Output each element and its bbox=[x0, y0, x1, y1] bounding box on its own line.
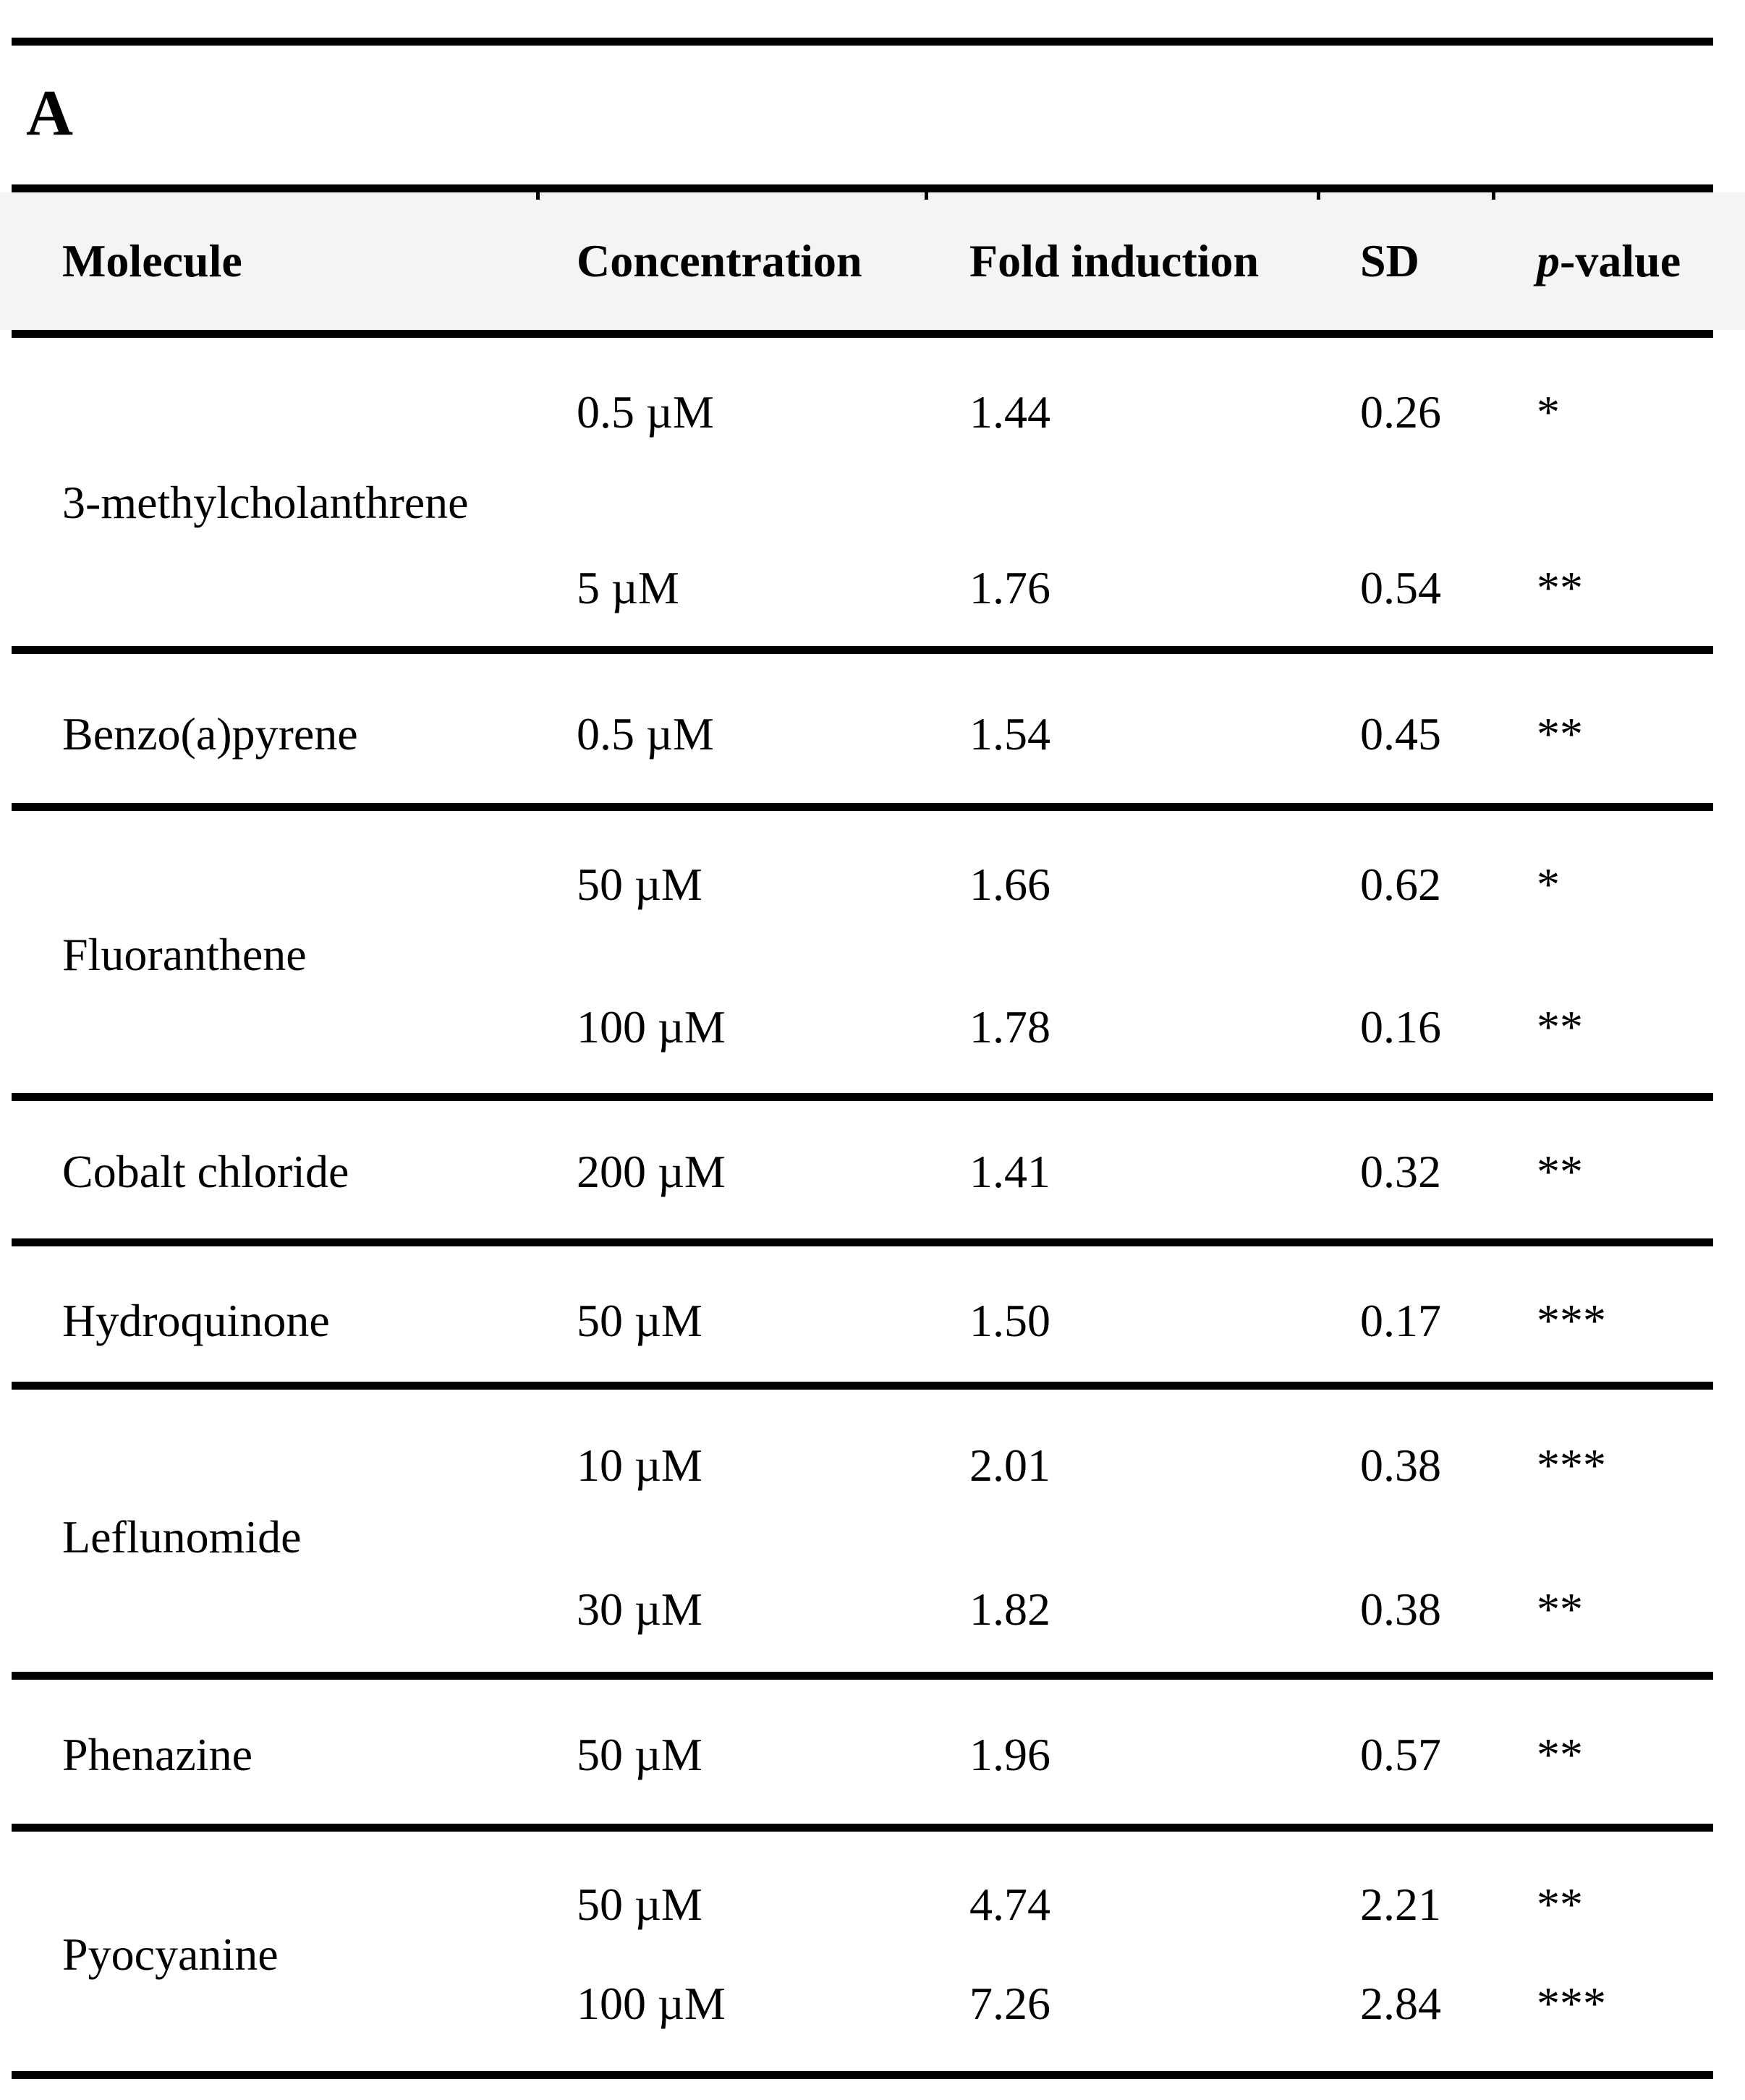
table-group: Leflunomide 10 µM 2.01 0.38 *** 30 µM 1.… bbox=[0, 1390, 1745, 1672]
concentration-cell: 0.5 µM bbox=[577, 708, 714, 760]
sd-cell: 0.62 bbox=[1360, 859, 1441, 910]
molecule-name: Pyocyanine bbox=[62, 1929, 279, 1980]
column-header-p-value: p-value bbox=[1537, 238, 1681, 284]
sd-cell: 0.16 bbox=[1360, 1001, 1441, 1053]
column-divider-tick bbox=[1317, 192, 1320, 200]
table-header-row: Molecule Concentration Fold induction SD… bbox=[0, 192, 1745, 330]
sd-cell: 0.45 bbox=[1360, 708, 1441, 760]
sd-cell: 0.17 bbox=[1360, 1295, 1441, 1346]
table-group: Fluoranthene 50 µM 1.66 0.62 * 100 µM 1.… bbox=[0, 812, 1745, 1093]
p-value-cell: ** bbox=[1537, 1729, 1583, 1780]
p-value-cell: *** bbox=[1537, 1440, 1606, 1491]
group-separator-rule bbox=[12, 1672, 1713, 1680]
fold-induction-cell: 1.76 bbox=[969, 562, 1050, 613]
p-value-cell: *** bbox=[1537, 1978, 1606, 2029]
fold-induction-cell: 2.01 bbox=[969, 1440, 1050, 1491]
sd-cell: 2.21 bbox=[1360, 1879, 1441, 1930]
table-group: Benzo(a)pyrene 0.5 µM 1.54 0.45 ** bbox=[0, 654, 1745, 803]
molecule-name: 3-methylcholanthrene bbox=[62, 477, 469, 528]
p-value-cell: * bbox=[1537, 386, 1560, 438]
fold-induction-cell: 4.74 bbox=[969, 1879, 1050, 1930]
p-value-cell: ** bbox=[1537, 1583, 1583, 1635]
fold-induction-cell: 1.44 bbox=[969, 386, 1050, 438]
sd-cell: 0.54 bbox=[1360, 562, 1441, 613]
p-value-cell: ** bbox=[1537, 1146, 1583, 1197]
column-header-fold-induction: Fold induction bbox=[969, 235, 1260, 286]
p-value-header-p: p bbox=[1537, 235, 1560, 286]
column-divider-tick bbox=[536, 192, 540, 200]
table-group: Phenazine 50 µM 1.96 0.57 ** bbox=[0, 1680, 1745, 1824]
fold-induction-cell: 1.66 bbox=[969, 859, 1050, 910]
fold-induction-cell: 1.96 bbox=[969, 1729, 1050, 1780]
concentration-cell: 100 µM bbox=[577, 1001, 726, 1053]
sd-cell: 0.26 bbox=[1360, 386, 1441, 438]
group-separator-rule bbox=[12, 1824, 1713, 1832]
sd-cell: 0.38 bbox=[1360, 1583, 1441, 1635]
group-separator-rule bbox=[12, 803, 1713, 811]
molecule-name: Cobalt chloride bbox=[62, 1146, 349, 1197]
sd-cell: 0.38 bbox=[1360, 1440, 1441, 1491]
table-group: 3-methylcholanthrene 0.5 µM 1.44 0.26 * … bbox=[0, 338, 1745, 646]
p-value-cell: ** bbox=[1537, 562, 1583, 613]
header-top-rule bbox=[12, 184, 1713, 192]
header-bottom-rule bbox=[12, 330, 1713, 338]
p-value-cell: * bbox=[1537, 859, 1560, 910]
fold-induction-cell: 1.41 bbox=[969, 1146, 1050, 1197]
sd-cell: 0.57 bbox=[1360, 1729, 1441, 1780]
group-separator-rule bbox=[12, 1093, 1713, 1101]
sd-cell: 0.32 bbox=[1360, 1146, 1441, 1197]
concentration-cell: 30 µM bbox=[577, 1583, 702, 1635]
fold-induction-cell: 7.26 bbox=[969, 1978, 1050, 2029]
p-value-cell: *** bbox=[1537, 1295, 1606, 1346]
column-divider-tick bbox=[925, 192, 928, 200]
concentration-cell: 50 µM bbox=[577, 1879, 702, 1930]
molecule-name: Hydroquinone bbox=[62, 1295, 330, 1346]
molecule-name: Fluoranthene bbox=[62, 929, 307, 980]
panel-label: A bbox=[26, 77, 73, 149]
group-separator-rule bbox=[12, 1238, 1713, 1246]
fold-induction-cell: 1.78 bbox=[969, 1001, 1050, 1053]
concentration-cell: 100 µM bbox=[577, 1978, 726, 2029]
top-rule bbox=[12, 38, 1713, 46]
concentration-cell: 200 µM bbox=[577, 1146, 726, 1197]
molecule-name: Phenazine bbox=[62, 1729, 252, 1780]
column-header-sd: SD bbox=[1360, 235, 1419, 286]
molecule-name: Leflunomide bbox=[62, 1511, 302, 1563]
p-value-cell: ** bbox=[1537, 1879, 1583, 1930]
fold-induction-cell: 1.82 bbox=[969, 1583, 1050, 1635]
table-group: Pyocyanine 50 µM 4.74 2.21 ** 100 µM 7.2… bbox=[0, 1832, 1745, 2071]
p-value-header-rest: -value bbox=[1560, 235, 1681, 286]
column-divider-tick bbox=[1492, 192, 1495, 200]
concentration-cell: 0.5 µM bbox=[577, 386, 714, 438]
column-header-molecule: Molecule bbox=[62, 235, 242, 286]
concentration-cell: 5 µM bbox=[577, 562, 679, 613]
molecule-name: Benzo(a)pyrene bbox=[62, 708, 358, 760]
column-header-concentration: Concentration bbox=[577, 235, 862, 286]
p-value-cell: ** bbox=[1537, 1001, 1583, 1053]
concentration-cell: 50 µM bbox=[577, 1729, 702, 1780]
concentration-cell: 50 µM bbox=[577, 859, 702, 910]
fold-induction-cell: 1.54 bbox=[969, 708, 1050, 760]
table-group: Cobalt chloride 200 µM 1.41 0.32 ** bbox=[0, 1101, 1745, 1238]
group-separator-rule bbox=[12, 1382, 1713, 1390]
sd-cell: 2.84 bbox=[1360, 1978, 1441, 2029]
concentration-cell: 10 µM bbox=[577, 1440, 702, 1491]
group-separator-rule bbox=[12, 646, 1713, 654]
bottom-rule bbox=[12, 2071, 1713, 2079]
table-group: Hydroquinone 50 µM 1.50 0.17 *** bbox=[0, 1246, 1745, 1382]
p-value-cell: ** bbox=[1537, 708, 1583, 760]
fold-induction-cell: 1.50 bbox=[969, 1295, 1050, 1346]
concentration-cell: 50 µM bbox=[577, 1295, 702, 1346]
